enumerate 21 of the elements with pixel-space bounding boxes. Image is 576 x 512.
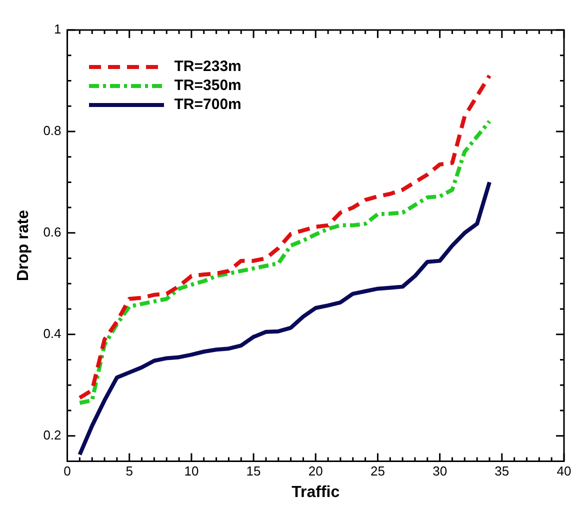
x-tick-label: 5 <box>126 464 133 479</box>
x-tick-label: 35 <box>494 464 510 479</box>
x-tick-label: 30 <box>432 464 448 479</box>
line-series <box>78 74 492 400</box>
legend-label: TR=350m <box>174 76 242 95</box>
x-tick-label: 20 <box>308 464 323 479</box>
y-axis-title: Drop rate <box>15 210 32 282</box>
y-tick-label: 0.6 <box>43 224 62 240</box>
y-tick-label: 0.8 <box>43 123 62 138</box>
x-tick-label: 25 <box>370 464 385 479</box>
x-tick-label: 10 <box>184 464 199 479</box>
x-tick-label: 15 <box>246 464 261 479</box>
y-tick-label: 1 <box>54 22 62 37</box>
y-tick-label: 0.2 <box>43 427 62 442</box>
y-tick-label: 0.4 <box>43 326 62 341</box>
x-tick-label: 0 <box>64 464 71 479</box>
legend-label: TR=700m <box>174 95 242 114</box>
x-axis-title: Traffic <box>292 484 340 501</box>
legend-label: TR=233m <box>174 57 242 76</box>
line-series <box>78 119 492 405</box>
x-tick-label: 40 <box>556 464 572 479</box>
